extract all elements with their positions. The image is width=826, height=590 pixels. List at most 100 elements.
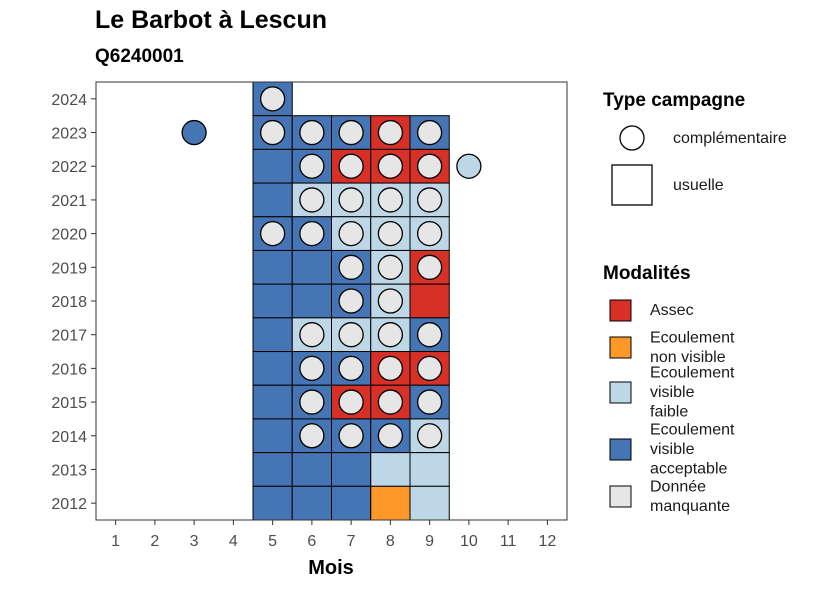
point-2016-9-donnee-manquante bbox=[416, 355, 443, 382]
point-2020-5-donnee-manquante bbox=[259, 220, 286, 247]
x-tick-label: 7 bbox=[347, 533, 356, 550]
tile-2013-5-ecoulement-visible-acceptable bbox=[252, 452, 293, 487]
tile-2019-6-ecoulement-visible-acceptable bbox=[291, 249, 332, 285]
legend-modalites-title: Modalités bbox=[603, 263, 691, 284]
point-2023-8-donnee-manquante bbox=[377, 119, 404, 146]
chart-title: Le Barbot à Lescun bbox=[95, 6, 327, 34]
tile-2013-7-ecoulement-visible-acceptable bbox=[331, 452, 372, 487]
tile-2012-7-ecoulement-visible-acceptable bbox=[331, 485, 372, 521]
point-2021-7-donnee-manquante bbox=[338, 187, 364, 213]
point-2019-8-donnee-manquante bbox=[377, 254, 404, 280]
point-2020-8-donnee-manquante bbox=[377, 220, 404, 247]
y-tick-label: 2012 bbox=[51, 496, 87, 513]
legend-label-donnee-manquante: Donnée manquante bbox=[650, 478, 730, 515]
y-tick-label: 2018 bbox=[51, 294, 87, 311]
y-tick-label: 2015 bbox=[51, 395, 87, 412]
point-2015-8-donnee-manquante bbox=[377, 389, 404, 415]
point-2023-6-donnee-manquante bbox=[299, 119, 325, 146]
legend-key-donnee-manquante bbox=[609, 485, 632, 508]
point-2019-9-donnee-manquante bbox=[416, 254, 443, 280]
x-axis: 1 2 3 4 5 6 7 8 9 10 11 12 bbox=[111, 520, 556, 550]
tile-2018-5-ecoulement-visible-acceptable bbox=[252, 283, 293, 319]
x-tick-label: 6 bbox=[307, 533, 316, 550]
y-tick-label: 2014 bbox=[51, 429, 87, 446]
point-2022-8-donnee-manquante bbox=[377, 153, 404, 179]
y-tick-label: 2023 bbox=[51, 126, 87, 143]
point-2016-7-donnee-manquante bbox=[338, 355, 364, 382]
y-tick-label: 2016 bbox=[51, 361, 87, 378]
plot-area bbox=[95, 81, 568, 521]
point-2022-10-ecoulement-visible-faible bbox=[456, 153, 482, 179]
point-2020-6-donnee-manquante bbox=[299, 220, 325, 247]
y-tick-label: 2021 bbox=[51, 193, 87, 210]
point-2014-7-donnee-manquante bbox=[338, 423, 364, 449]
x-tick-label: 3 bbox=[190, 533, 199, 550]
y-tick-label: 2013 bbox=[51, 462, 87, 479]
tile-2018-9-assec bbox=[409, 283, 450, 319]
tile-2012-6-ecoulement-visible-acceptable bbox=[291, 485, 332, 521]
x-tick-label: 9 bbox=[425, 533, 434, 550]
x-axis-title: Mois bbox=[308, 557, 354, 579]
x-tick-label: 12 bbox=[538, 533, 556, 550]
tile-2015-5-ecoulement-visible-acceptable bbox=[252, 384, 293, 420]
point-2020-7-donnee-manquante bbox=[338, 220, 364, 247]
point-2017-6-donnee-manquante bbox=[299, 322, 325, 348]
x-tick-label: 1 bbox=[111, 533, 120, 550]
point-2024-5-donnee-manquante bbox=[259, 86, 286, 112]
point-2017-8-donnee-manquante bbox=[377, 322, 404, 348]
point-2021-6-donnee-manquante bbox=[299, 187, 325, 213]
x-tick-label: 8 bbox=[386, 533, 395, 550]
tile-2021-5-ecoulement-visible-acceptable bbox=[252, 182, 293, 218]
tile-2012-9-ecoulement-visible-faible bbox=[409, 485, 450, 521]
point-2014-9-donnee-manquante bbox=[416, 423, 443, 449]
x-tick-label: 2 bbox=[150, 533, 159, 550]
y-tick-label: 2017 bbox=[51, 328, 87, 345]
point-2015-6-donnee-manquante bbox=[299, 389, 325, 415]
tile-2013-6-ecoulement-visible-acceptable bbox=[291, 452, 332, 487]
legend-label-ecoulement-non-visible: Ecoulement non visible bbox=[650, 329, 735, 366]
y-tick-label: 2024 bbox=[51, 92, 87, 109]
tile-2012-8-ecoulement-non-visible bbox=[370, 485, 411, 521]
point-2018-8-donnee-manquante bbox=[377, 288, 404, 314]
legend-label-usuelle: usuelle bbox=[673, 177, 724, 194]
point-2023-7-donnee-manquante bbox=[338, 119, 364, 146]
x-tick-label: 4 bbox=[229, 533, 238, 550]
y-tick-label: 2022 bbox=[51, 159, 87, 176]
tile-2013-8-ecoulement-visible-faible bbox=[370, 452, 411, 487]
tile-2017-5-ecoulement-visible-acceptable bbox=[252, 317, 293, 353]
legend-type-campagne: Type campagne complémentaire usuelle bbox=[603, 90, 787, 206]
tile-2016-5-ecoulement-visible-acceptable bbox=[252, 351, 293, 386]
x-tick-label: 10 bbox=[460, 533, 478, 550]
legend-label-ecoulement-visible-acceptable: Ecoulement visible acceptable bbox=[650, 422, 735, 478]
point-2023-5-donnee-manquante bbox=[259, 119, 286, 146]
point-2022-6-donnee-manquante bbox=[299, 153, 325, 179]
legend-key-assec bbox=[609, 299, 632, 322]
point-2020-9-donnee-manquante bbox=[416, 220, 443, 247]
x-tick-label: 5 bbox=[268, 533, 277, 550]
point-2023-3-ecoulement-visible-acceptable bbox=[181, 119, 207, 146]
x-tick-label: 11 bbox=[500, 533, 517, 550]
point-2014-6-donnee-manquante bbox=[299, 423, 325, 449]
legend-key-square bbox=[611, 164, 653, 206]
tile-2018-6-ecoulement-visible-acceptable bbox=[291, 283, 332, 319]
chart-subtitle: Q6240001 bbox=[95, 46, 184, 67]
y-tick-label: 2019 bbox=[51, 260, 87, 277]
tile-2012-5-ecoulement-visible-acceptable bbox=[252, 485, 293, 521]
point-2016-8-donnee-manquante bbox=[377, 355, 404, 382]
tile-2013-9-ecoulement-visible-faible bbox=[409, 452, 450, 487]
point-2017-7-donnee-manquante bbox=[338, 322, 364, 348]
tile-2022-5-ecoulement-visible-acceptable bbox=[252, 148, 293, 184]
y-tick-label: 2020 bbox=[51, 227, 87, 244]
point-2015-7-donnee-manquante bbox=[338, 389, 364, 415]
tile-2014-5-ecoulement-visible-acceptable bbox=[252, 418, 293, 454]
legend-label-ecoulement-visible-faible: Ecoulement visible faible bbox=[650, 365, 735, 421]
point-2019-7-donnee-manquante bbox=[338, 254, 364, 280]
legend-key-circle bbox=[619, 125, 645, 151]
point-2017-9-donnee-manquante bbox=[416, 322, 443, 348]
point-2018-7-donnee-manquante bbox=[338, 288, 364, 314]
point-2016-6-donnee-manquante bbox=[299, 355, 325, 382]
point-2022-9-donnee-manquante bbox=[416, 153, 443, 179]
point-2014-8-donnee-manquante bbox=[377, 423, 404, 449]
legend-key-ecoulement-non-visible bbox=[609, 336, 632, 359]
